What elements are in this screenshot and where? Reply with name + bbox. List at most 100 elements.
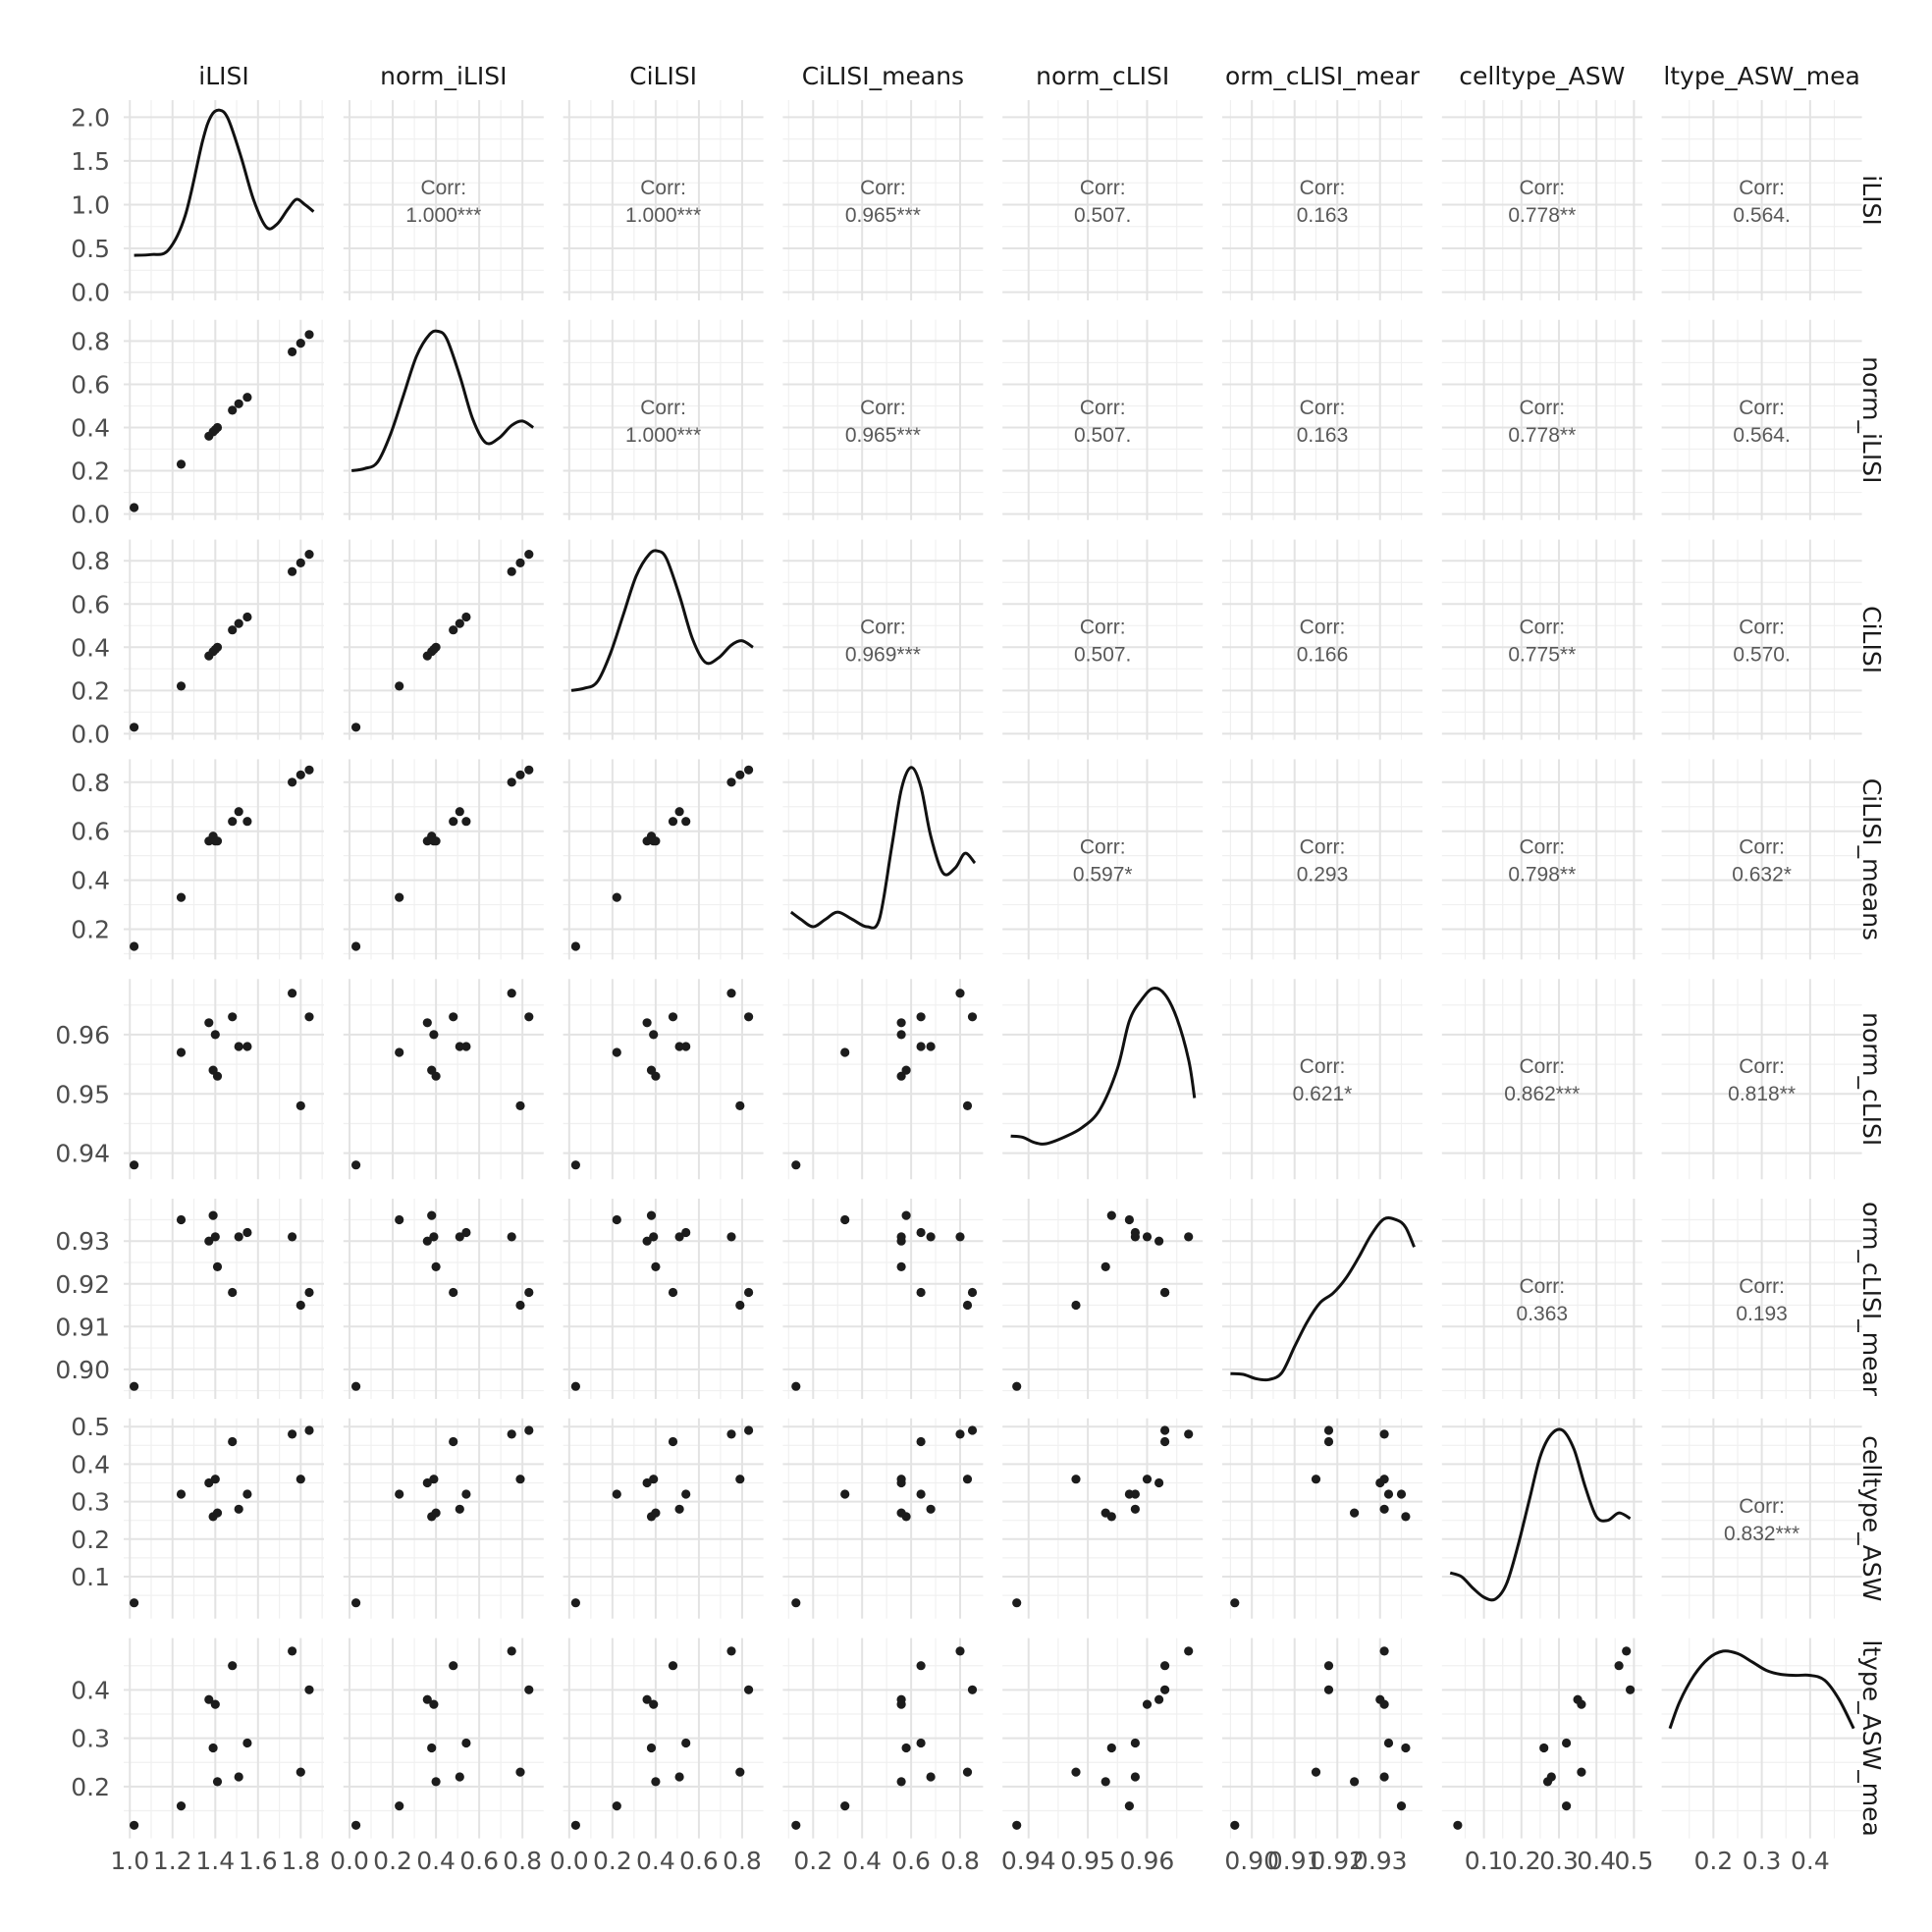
scatter-point	[242, 612, 252, 622]
panel-background	[1002, 100, 1204, 300]
y-tick-label: 0.3	[71, 1488, 110, 1517]
scatter-point	[395, 1489, 404, 1499]
scatter-point	[515, 1300, 525, 1311]
scatter-point	[1379, 1772, 1389, 1782]
scatter-point	[212, 642, 223, 652]
scatter-point	[916, 1012, 926, 1022]
scatter-point	[304, 1287, 314, 1298]
panel-background	[782, 1199, 984, 1399]
scatter-point	[228, 817, 238, 827]
panel-6-7	[1661, 1418, 1862, 1619]
scatter-point	[130, 723, 139, 732]
scatter-point	[896, 1232, 906, 1242]
panel-6-2	[563, 1418, 764, 1619]
corr-value: 0.597*	[1073, 863, 1133, 886]
scatter-point	[422, 1694, 432, 1704]
scatter-point	[212, 422, 223, 433]
panel-4-7	[1661, 979, 1862, 1180]
scatter-point	[130, 1820, 139, 1830]
scatter-point	[1106, 1743, 1116, 1753]
scatter-point	[642, 1236, 652, 1246]
scatter-point	[791, 1820, 801, 1830]
scatter-point	[674, 807, 684, 817]
x-tick-label: 0.6	[891, 1847, 931, 1875]
scatter-point	[1184, 1232, 1194, 1242]
corr-label: Corr:	[1519, 177, 1565, 199]
y-tick-label: 0.4	[71, 1676, 110, 1704]
panel-0-1	[343, 100, 544, 300]
scatter-point	[455, 1232, 464, 1242]
scatter-point	[1160, 1287, 1170, 1298]
corr-label: Corr:	[860, 177, 906, 199]
scatter-point	[1383, 1738, 1394, 1748]
corr-value: 0.507.	[1074, 204, 1131, 227]
panel-5-7	[1661, 1199, 1862, 1399]
scatter-point	[916, 1489, 926, 1499]
panel-background	[343, 100, 544, 300]
scatter-point	[901, 1210, 911, 1220]
corr-label: Corr:	[1080, 177, 1126, 199]
panel-1-6	[1441, 319, 1642, 520]
panel-1-5	[1222, 319, 1422, 520]
panel-background	[1441, 759, 1642, 960]
panel-3-5	[1222, 759, 1422, 960]
scatter-point	[1350, 1508, 1360, 1518]
scatter-point	[242, 1489, 252, 1499]
scatter-point	[429, 1699, 439, 1709]
corr-value: 0.862***	[1504, 1083, 1580, 1105]
column-strip-label: CiLISI	[629, 62, 697, 90]
scatter-point	[1142, 1699, 1153, 1709]
scatter-point	[649, 1232, 659, 1242]
panel-background	[1002, 539, 1204, 740]
scatter-point	[204, 1236, 214, 1246]
panel-2-3	[782, 539, 984, 740]
scatter-point	[962, 1475, 973, 1484]
x-tick-label: 0.93	[1353, 1847, 1408, 1875]
panel-7-7	[1661, 1637, 1862, 1839]
scatter-point	[176, 1801, 187, 1811]
density-curve-iLISI	[134, 108, 315, 257]
x-tick-label: 0.3	[1539, 1847, 1579, 1875]
row-strip-label: iLISI	[1857, 175, 1886, 226]
scatter-point	[612, 1047, 621, 1057]
scatter-point	[288, 1429, 297, 1439]
corr-value: 1.000***	[625, 424, 701, 447]
scatter-point	[395, 892, 404, 902]
scatter-point	[1396, 1489, 1407, 1499]
scatter-point	[744, 765, 754, 775]
scatter-point	[304, 765, 314, 775]
scatter-point	[1562, 1801, 1572, 1811]
panel-background	[1002, 979, 1204, 1180]
y-tick-label: 0.0	[71, 720, 110, 748]
panel-6-6	[1441, 1418, 1642, 1619]
scatter-point	[288, 566, 297, 576]
scatter-point	[304, 1012, 314, 1022]
scatter-point	[1622, 1646, 1632, 1656]
corr-label: Corr:	[1739, 835, 1785, 858]
x-tick-label: 0.96	[1120, 1847, 1175, 1875]
scatter-point	[351, 1381, 361, 1391]
scatter-point	[210, 1232, 220, 1242]
scatter-point	[1379, 1646, 1389, 1656]
scatter-point	[1012, 1381, 1022, 1391]
scatter-point	[1154, 1694, 1164, 1704]
panel-background	[782, 319, 984, 520]
scatter-point	[429, 1030, 439, 1040]
corr-label: Corr:	[1739, 397, 1785, 419]
scatter-point	[681, 1738, 691, 1748]
scatter-point	[431, 1071, 441, 1081]
x-tick-label: 0.2	[1693, 1847, 1733, 1875]
scatter-point	[524, 1012, 534, 1022]
scatter-point	[955, 989, 965, 998]
panel-6-4	[1002, 1418, 1204, 1619]
scatter-point	[234, 1042, 243, 1051]
scatter-point	[228, 405, 238, 415]
scatter-point	[507, 778, 516, 787]
scatter-point	[1626, 1685, 1636, 1694]
scatter-point	[1130, 1489, 1140, 1499]
scatter-point	[130, 1598, 139, 1608]
corr-label: Corr:	[1519, 617, 1565, 639]
scatter-point	[926, 1232, 936, 1242]
scatter-point	[651, 836, 661, 846]
scatter-point	[681, 1042, 691, 1051]
